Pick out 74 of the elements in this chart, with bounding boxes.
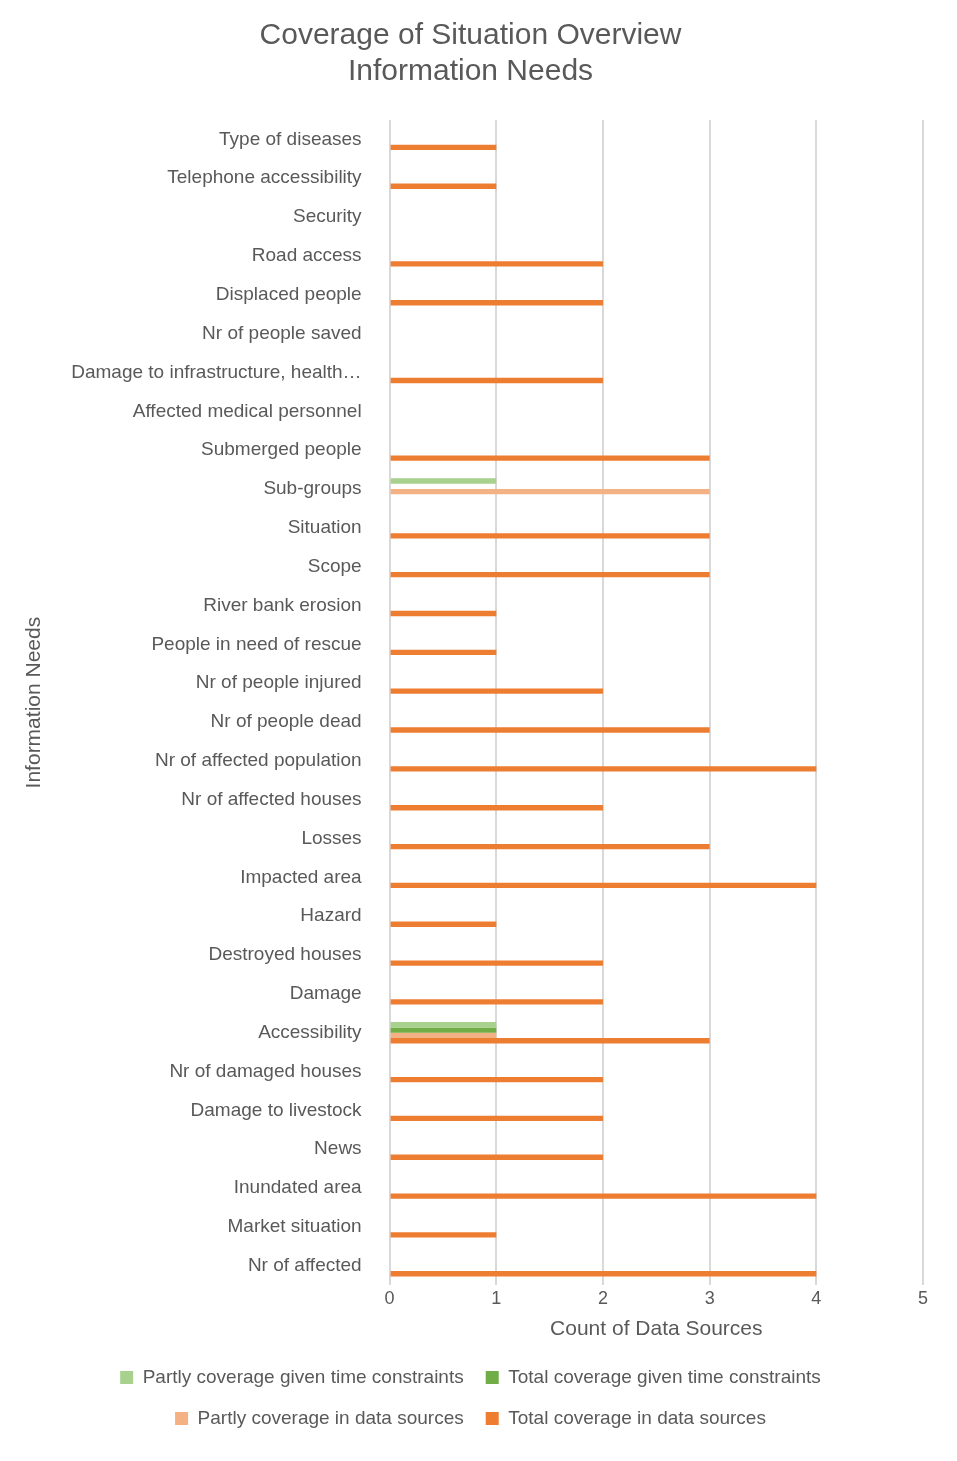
y-tick-label: Inundated area (233, 1176, 363, 1198)
y-tick-label: Damage to livestock (190, 1098, 363, 1120)
bar (390, 1271, 817, 1277)
y-tick-label: News (314, 1137, 362, 1159)
y-tick-label: Situation (287, 516, 362, 538)
legend-label: Total coverage in data sources (508, 1406, 766, 1428)
bar (390, 843, 710, 850)
y-tick-label: Accessibility (258, 1020, 363, 1042)
y-tick-label: Nr of people injured (195, 671, 362, 693)
bar (390, 999, 603, 1005)
bar (390, 455, 710, 461)
y-tick-label: Telephone accessibility (167, 166, 363, 188)
y-tick-label: Type of diseases (219, 127, 362, 149)
legend-label: Partly coverage given time constraints (142, 1365, 464, 1387)
x-tick-label: 2 (597, 1287, 608, 1308)
x-axis-title: Count of Data Sources (550, 1316, 763, 1340)
bar (390, 572, 710, 578)
x-tick-label: 5 (917, 1287, 929, 1308)
bar (390, 1032, 497, 1039)
bar (390, 1027, 497, 1033)
y-tick-label: Affected medical personnel (132, 399, 362, 421)
x-tick-label: 0 (384, 1287, 395, 1308)
bar (390, 921, 497, 927)
y-tick-label: Nr of damaged houses (169, 1059, 362, 1081)
bar (390, 488, 710, 495)
x-tick-label: 1 (491, 1287, 502, 1308)
bar (390, 1022, 497, 1028)
legend-label: Partly coverage in data sources (197, 1406, 464, 1428)
bar (390, 183, 497, 189)
bar (390, 1076, 603, 1083)
bar (390, 1154, 603, 1160)
y-tick-label: Impacted area (240, 865, 363, 887)
y-tick-label: Sub-groups (263, 477, 362, 499)
x-tick-label: 3 (704, 1287, 715, 1308)
bar (390, 610, 497, 617)
y-tick-label: Nr of affected population (154, 749, 362, 771)
bar (390, 649, 497, 656)
bar (390, 766, 817, 772)
y-tick-label: Destroyed houses (208, 943, 362, 965)
y-tick-label: Submerged people (201, 438, 362, 460)
bar (390, 960, 603, 966)
y-tick-label: Nr of people dead (210, 710, 362, 732)
bar (390, 727, 710, 733)
y-tick-label: Losses (301, 826, 362, 848)
bar (390, 261, 603, 267)
y-tick-label: Scope (307, 554, 362, 576)
bar (390, 144, 497, 151)
bar (390, 377, 603, 384)
y-tick-label: Damage (289, 982, 362, 1004)
y-tick-label: Nr of affected houses (181, 787, 362, 809)
y-tick-label: Displaced people (215, 283, 362, 305)
y-tick-label: Hazard (300, 904, 362, 926)
y-axis-title: Information Needs (21, 616, 45, 789)
bar (390, 805, 603, 811)
y-tick-label: Nr of affected (247, 1254, 362, 1276)
bar (390, 533, 710, 539)
bar (390, 1193, 817, 1199)
y-tick-label: People in need of rescue (151, 632, 362, 654)
y-tick-label: Security (292, 205, 363, 227)
bar (390, 300, 603, 306)
chart-title: Coverage of Situation Overview Information Needs (259, 17, 682, 87)
bar (390, 1038, 710, 1044)
bar (390, 882, 817, 889)
bar (390, 688, 603, 694)
bar (390, 1115, 603, 1122)
y-tick-label: River bank erosion (203, 593, 362, 615)
legend-label: Total coverage given time constraints (508, 1365, 821, 1387)
bar (390, 478, 497, 484)
x-tick-label: 4 (811, 1287, 822, 1308)
y-tick-label: Damage to infrastructure, health… (71, 360, 362, 382)
bar (390, 1232, 497, 1238)
y-tick-label: Nr of people saved (202, 321, 362, 343)
y-tick-label: Road access (251, 244, 362, 266)
y-tick-label: Market situation (227, 1215, 362, 1237)
